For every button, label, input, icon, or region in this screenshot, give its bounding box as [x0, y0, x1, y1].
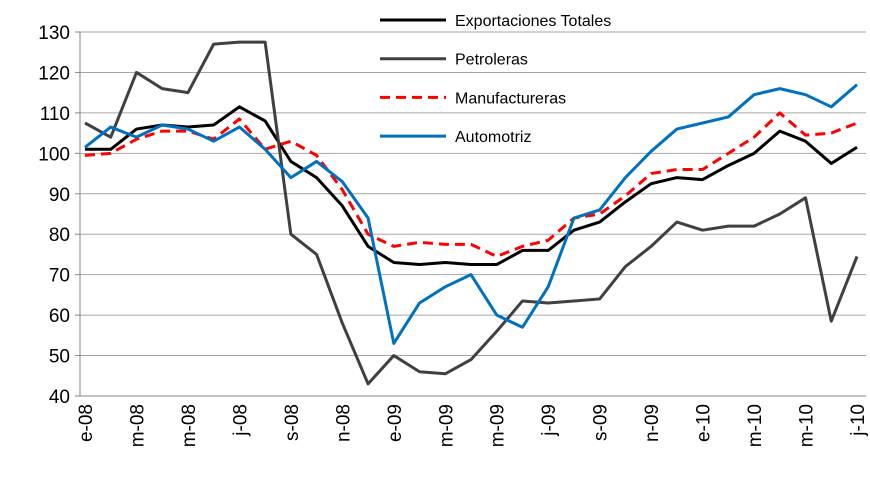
x-tick-label: m-10	[745, 404, 766, 447]
x-tick-label: e-10	[694, 404, 715, 442]
x-tick-label: n-08	[333, 404, 354, 442]
series-line	[84, 111, 858, 258]
series-line	[85, 105, 858, 267]
y-tick-label: 70	[49, 266, 70, 287]
x-tick-label: m-10	[797, 404, 818, 447]
legend-label: Petroleras	[455, 52, 528, 69]
x-tick-label: s-09	[591, 404, 612, 441]
x-tick-label: m-08	[179, 404, 200, 447]
x-tick-label: e-09	[385, 404, 406, 442]
y-tick-label: 100	[38, 144, 70, 165]
y-tick-label: 60	[49, 306, 70, 327]
y-tick-label: 130	[38, 23, 70, 44]
x-tick-label: m-08	[127, 404, 148, 447]
x-tick-label: e-08	[76, 404, 97, 442]
x-tick-label: j-09	[539, 404, 560, 437]
x-tick-label: m-09	[436, 404, 457, 447]
x-tick-label: j-10	[848, 404, 869, 437]
y-tick-label: 80	[49, 225, 70, 246]
legend-label: Manufactureras	[455, 90, 566, 107]
x-tick-label: s-08	[282, 404, 303, 441]
series-line	[84, 83, 858, 345]
legend-label: Exportaciones Totales	[455, 13, 611, 30]
x-tick-label: n-09	[642, 404, 663, 442]
x-tick-label: j-08	[230, 404, 251, 437]
y-tick-label: 90	[49, 185, 70, 206]
y-tick-label: 120	[38, 63, 70, 84]
y-tick-label: 40	[49, 387, 70, 408]
y-tick-label: 50	[49, 347, 70, 368]
x-tick-label: m-09	[488, 404, 509, 447]
series-line	[84, 40, 859, 386]
legend-label: Automotriz	[455, 129, 531, 146]
y-tick-label: 110	[40, 104, 70, 125]
